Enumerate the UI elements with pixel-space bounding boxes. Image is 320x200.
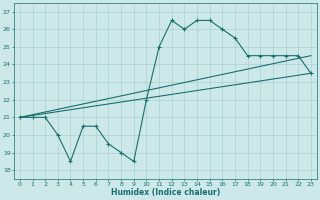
X-axis label: Humidex (Indice chaleur): Humidex (Indice chaleur) [111, 188, 220, 197]
